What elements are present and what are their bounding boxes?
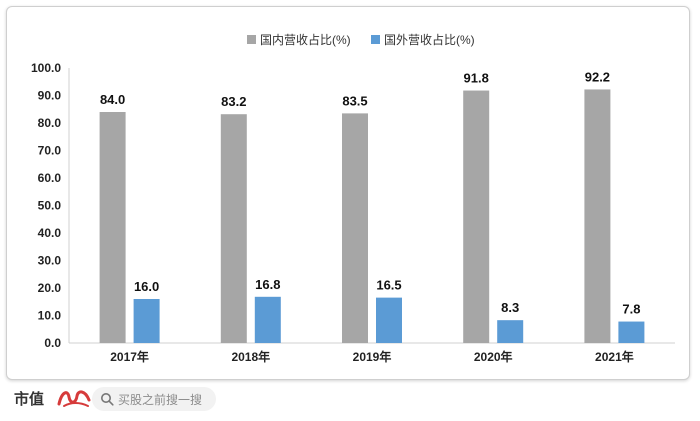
y-tick-label: 40.0 xyxy=(38,226,62,240)
y-tick-label: 20.0 xyxy=(38,281,62,295)
x-tick-label: 2021年 xyxy=(595,349,634,364)
data-label: 92.2 xyxy=(585,69,610,84)
y-tick-label: 80.0 xyxy=(38,116,62,130)
bar-domestic xyxy=(342,113,368,343)
data-label: 8.3 xyxy=(501,300,519,315)
bar-overseas xyxy=(133,299,160,343)
legend-label: 国内营收占比(%) xyxy=(260,32,351,47)
legend-swatch xyxy=(247,35,256,44)
y-tick-label: 0.0 xyxy=(44,336,61,350)
data-label: 16.0 xyxy=(134,279,159,294)
brand-logo-icon xyxy=(57,390,91,407)
x-tick-label: 2017年 xyxy=(110,349,149,364)
bar-domestic xyxy=(220,114,247,343)
x-tick-label: 2018年 xyxy=(231,349,270,364)
legend-label: 国外营收占比(%) xyxy=(384,32,475,47)
y-tick-label: 70.0 xyxy=(38,144,62,158)
bar-overseas xyxy=(254,296,281,343)
y-tick-label: 100.0 xyxy=(31,61,61,75)
y-tick-label: 90.0 xyxy=(38,89,62,103)
search-box[interactable]: 买股之前搜一搜 xyxy=(92,387,216,411)
y-tick-label: 10.0 xyxy=(38,309,62,323)
y-tick-label: 30.0 xyxy=(38,254,62,268)
bar-overseas xyxy=(618,321,645,343)
legend-swatch xyxy=(371,35,380,44)
search-placeholder: 买股之前搜一搜 xyxy=(118,393,203,407)
search-icon xyxy=(101,393,114,406)
data-label: 84.0 xyxy=(100,92,125,107)
x-tick-label: 2019年 xyxy=(353,349,392,364)
data-label: 83.2 xyxy=(221,94,246,109)
bar-domestic xyxy=(99,112,126,343)
brand-name: 市值 xyxy=(14,390,45,408)
bar-overseas xyxy=(376,297,402,343)
y-tick-label: 60.0 xyxy=(38,171,62,185)
data-label: 91.8 xyxy=(464,71,489,86)
footer-bar: 市值 买股之前搜一搜 xyxy=(0,379,700,421)
chart-card: 0.0 10.0 20.0 30.0 40.0 50.0 60.0 70.0 80.0 90.0 1… xyxy=(6,6,690,380)
data-label: 7.8 xyxy=(622,302,640,317)
y-tick-label: 50.0 xyxy=(38,199,62,213)
bar-overseas xyxy=(497,320,524,343)
data-label: 83.5 xyxy=(342,93,367,108)
bar-domestic xyxy=(584,89,611,343)
bar-chart: 0.0 10.0 20.0 30.0 40.0 50.0 60.0 70.0 80.0 90.0 1… xyxy=(31,32,675,364)
bar-domestic xyxy=(463,90,490,343)
data-label: 16.5 xyxy=(376,278,401,293)
data-label: 16.8 xyxy=(255,277,280,292)
x-tick-label: 2020年 xyxy=(474,349,513,364)
